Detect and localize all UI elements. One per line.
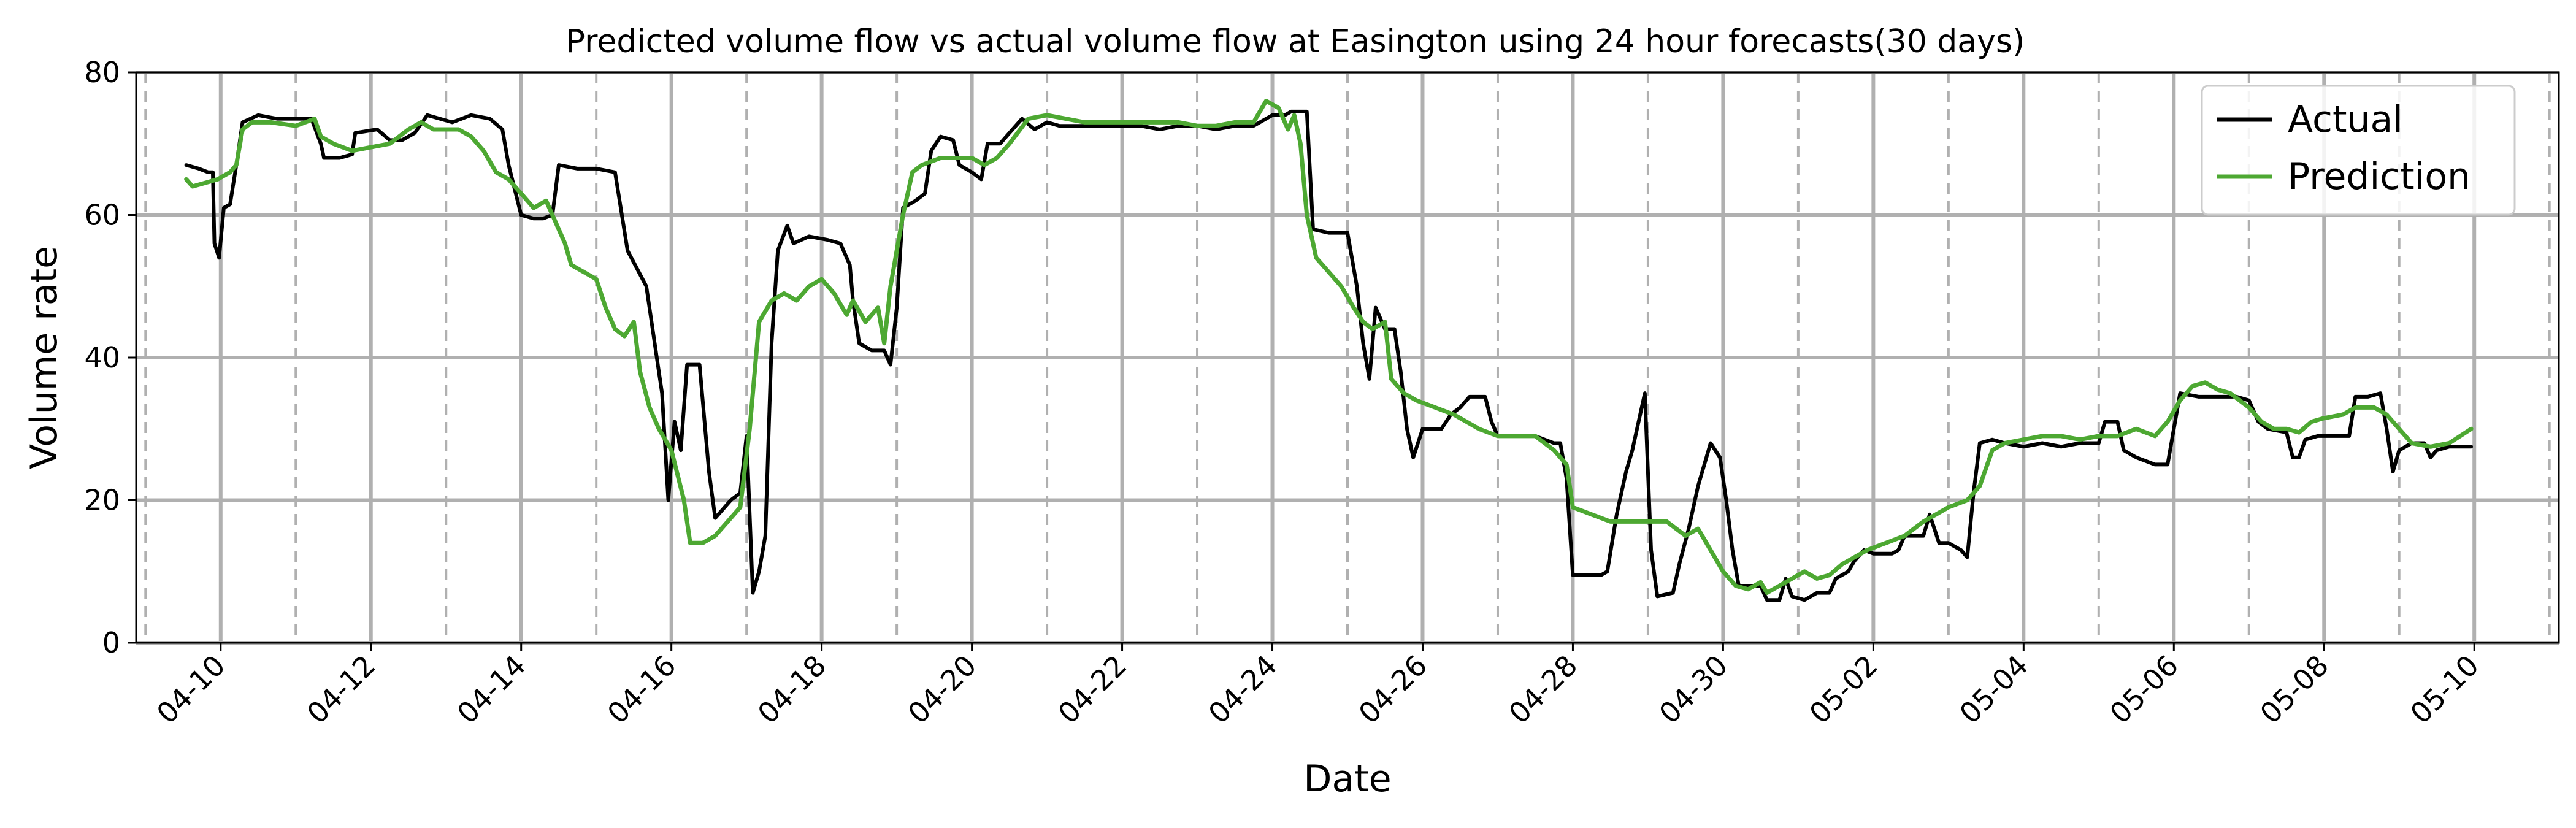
x-axis-label: Date <box>1303 757 1391 800</box>
legend: Actual Prediction <box>2201 85 2516 216</box>
y-axis-label: Volume rate <box>23 246 66 469</box>
y-axis: 0 20 40 60 80 <box>84 56 136 659</box>
y-tick-label: 0 <box>102 626 120 659</box>
y-tick-label: 80 <box>84 56 120 89</box>
y-tick-label: 20 <box>84 484 120 517</box>
legend-label-actual: Actual <box>2288 98 2403 141</box>
chart-title: Predicted volume flow vs actual volume f… <box>566 23 2025 60</box>
legend-label-prediction: Prediction <box>2288 155 2471 198</box>
series-layer <box>184 99 2474 602</box>
series-line-prediction <box>184 99 2474 596</box>
y-tick-label: 60 <box>84 199 120 232</box>
y-tick-label: 40 <box>84 341 120 374</box>
series-line-actual <box>184 109 2474 602</box>
legend-box <box>2201 85 2516 216</box>
